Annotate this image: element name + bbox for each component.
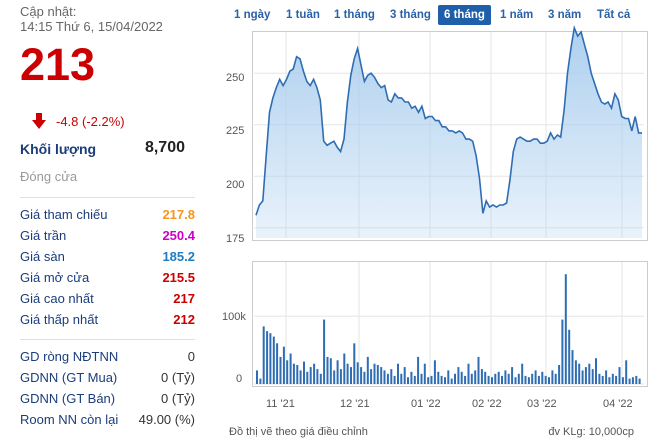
x-tick-label: 04 '22 — [603, 398, 633, 410]
stat-value: 0 — [187, 349, 195, 364]
foreign-sell-value: GDNN (GT Bán) 0 (Tỷ) — [20, 391, 195, 411]
foreign-room-remaining: Room NN còn lại 49.00 (%) — [20, 412, 195, 432]
foreign-net-trade: GD ròng NĐTNN 0 — [20, 349, 195, 369]
stat-open-price: Giá mở cửa 215.5 — [20, 270, 195, 290]
volume-y-tick-label: 100k — [222, 311, 246, 323]
stat-label: GD ròng NĐTNN — [20, 349, 119, 364]
change-value: -4.8 (-2.2%) — [56, 113, 125, 129]
volume-chart-frame — [252, 261, 648, 387]
volume-value: 8,700 — [144, 139, 185, 156]
y-tick-label: 200 — [226, 179, 245, 191]
stat-label: Giá tham chiếu — [20, 207, 108, 222]
volume-label: Khối lượng — [20, 141, 97, 157]
stat-value: 185.2 — [162, 249, 195, 264]
divider — [20, 339, 195, 340]
x-tick-label: 11 '21 — [266, 398, 295, 410]
tab-all[interactable]: Tất cả — [597, 9, 631, 21]
stat-label: GDNN (GT Mua) — [20, 370, 118, 385]
tab-1-week[interactable]: 1 tuần — [286, 9, 320, 21]
volume-unit: đv KLg: 10,000cp — [548, 426, 634, 438]
stat-low-price: Giá thấp nhất 212 — [20, 312, 195, 332]
tab-3-months[interactable]: 3 tháng — [390, 9, 431, 21]
update-label: Cập nhật: — [20, 4, 77, 19]
stat-label: Giá thấp nhất — [20, 312, 99, 327]
stat-label: Giá trần — [20, 228, 67, 243]
down-arrow-icon — [32, 113, 46, 129]
stat-value: 217.8 — [162, 207, 195, 222]
tab-3-years[interactable]: 3 năm — [548, 9, 582, 21]
stat-value: 0 (Tỷ) — [161, 370, 195, 385]
tab-6-months[interactable]: 6 tháng — [438, 5, 491, 25]
stat-label: Giá sàn — [20, 249, 65, 264]
volume-y-tick-label: 0 — [236, 373, 243, 385]
close-label: Đóng cửa — [20, 169, 78, 184]
y-tick-label: 175 — [226, 233, 245, 245]
stat-label: GDNN (GT Bán) — [20, 391, 116, 406]
x-tick-label: 12 '21 — [340, 398, 370, 410]
stat-value: 250.4 — [162, 228, 195, 243]
stat-value: 215.5 — [162, 270, 195, 285]
x-tick-label: 02 '22 — [472, 398, 502, 410]
tab-1-month[interactable]: 1 tháng — [334, 9, 375, 21]
price-chart-frame — [252, 31, 648, 241]
chart-footnote: Đồ thị vẽ theo giá điều chỉnh — [229, 426, 368, 438]
current-price: 213 — [20, 39, 96, 90]
stat-value: 217 — [173, 291, 195, 306]
y-tick-label: 250 — [226, 72, 245, 84]
stat-high-price: Giá cao nhất 217 — [20, 291, 195, 311]
stat-value: 49.00 (%) — [138, 412, 195, 427]
divider — [20, 197, 195, 198]
stock-summary-panel: Cập nhật: 14:15 Thứ 6, 15/04/2022 213 -4… — [0, 0, 205, 440]
tab-1-year[interactable]: 1 năm — [500, 9, 534, 21]
stat-value: 212 — [173, 312, 195, 327]
y-tick-label: 225 — [226, 125, 245, 137]
foreign-buy-value: GDNN (GT Mua) 0 (Tỷ) — [20, 370, 195, 390]
stat-value: 0 (Tỷ) — [161, 391, 195, 406]
stat-ceiling-price: Giá trần 250.4 — [20, 228, 195, 248]
stat-label: Giá mở cửa — [20, 270, 90, 285]
stat-floor-price: Giá sàn 185.2 — [20, 249, 195, 269]
stat-reference-price: Giá tham chiếu 217.8 — [20, 207, 195, 227]
x-tick-label: 03 '22 — [527, 398, 557, 410]
stat-label: Room NN còn lại — [20, 412, 119, 427]
x-tick-label: 01 '22 — [411, 398, 441, 410]
update-time: 14:15 Thứ 6, 15/04/2022 — [20, 19, 163, 34]
price-change: -4.8 (-2.2%) — [32, 113, 125, 129]
stat-label: Giá cao nhất — [20, 291, 94, 306]
tab-1-day[interactable]: 1 ngày — [234, 9, 271, 21]
